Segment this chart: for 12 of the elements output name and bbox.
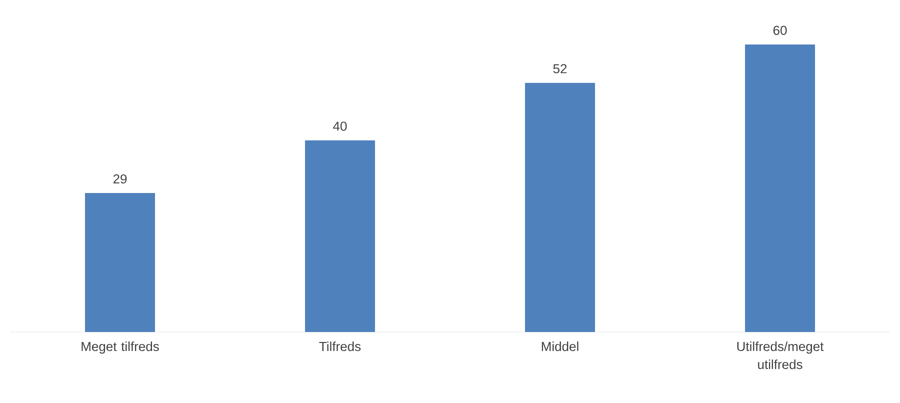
bar [305,140,376,332]
data-label: 60 [773,26,787,35]
data-label: 29 [113,174,127,184]
data-label: 52 [553,64,567,74]
bar [525,82,596,332]
x-tick-label: Middel [542,342,578,352]
x-tick-label: Tilfreds [319,342,361,352]
x-tick-label: Utilfreds/meget utilfreds [737,342,824,370]
bar [85,193,155,332]
x-tick-label: Meget tilfreds [82,342,159,354]
bar [745,44,816,332]
data-label: 40 [333,122,347,131]
